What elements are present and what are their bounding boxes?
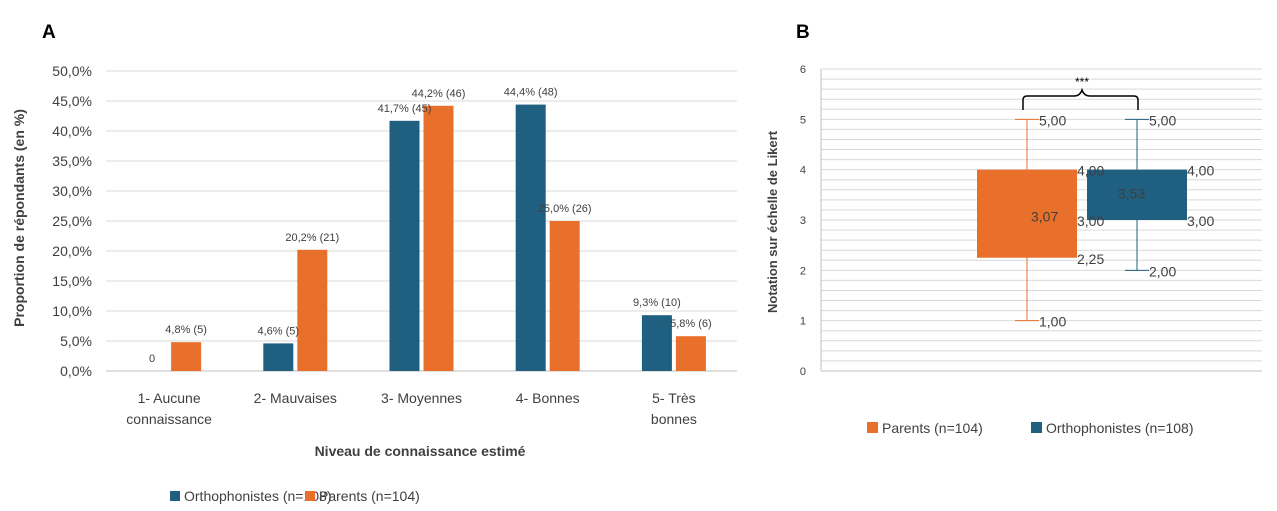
y-tick-label: 1 (800, 316, 806, 328)
x-tick-label: bonnes (651, 411, 697, 427)
legend-a: Orthophonistes (n=108)Parents (n=104) (170, 488, 420, 504)
x-tick-label: 4- Bonnes (516, 390, 580, 406)
data-label: 25,0% (26) (538, 203, 592, 215)
y-tick-label: 10,0% (52, 303, 92, 319)
significance-stars: *** (1075, 75, 1089, 89)
bar-parents (549, 221, 580, 371)
value-label: 4,00 (1077, 163, 1104, 179)
data-label: 41,7% (45) (378, 103, 432, 115)
bar-parents (171, 342, 202, 371)
value-label: 2,00 (1149, 263, 1176, 279)
panel-a-label: A (42, 22, 56, 43)
y-tick-label: 45,0% (52, 93, 92, 109)
legend-swatch-parents (867, 422, 878, 433)
legend-label: Parents (n=104) (882, 420, 983, 436)
box-orthophonistes (1087, 169, 1187, 220)
bar-orthophonistes (641, 315, 672, 371)
legend-label: Orthophonistes (n=108) (1046, 420, 1193, 436)
bar-orthophonistes (263, 343, 294, 371)
y-tick-label: 30,0% (52, 183, 92, 199)
legend-swatch-orthophonistes (1031, 422, 1042, 433)
y-tick-label: 0 (800, 366, 806, 378)
data-label: 4,8% (5) (165, 324, 207, 336)
boxes: 5,00 4,00 3,07 3,00 2,25 1,00 5,00 4,00 3,53 3,00… (977, 112, 1214, 330)
data-label: 44,4% (48) (504, 87, 558, 99)
y-gridlines (820, 68, 1262, 372)
x-tick-labels: 1- Aucune connaissance 2- Mauvaises 3- Moye… (126, 390, 697, 427)
bar-parents (297, 249, 328, 371)
data-label: 20,2% (21) (285, 232, 339, 244)
data-label: 5,8% (6) (670, 318, 712, 330)
y-axis-label: Proportion de répondants (en %) (11, 109, 27, 327)
value-label: 4,00 (1187, 163, 1214, 179)
value-label: 1,00 (1039, 314, 1066, 330)
value-label: 5,00 (1039, 112, 1066, 128)
bar-parents (423, 105, 454, 372)
legend-swatch-parents (305, 491, 315, 501)
box-parents (977, 169, 1077, 258)
y-tick-label: 5,0% (60, 333, 92, 349)
y-tick-label: 25,0% (52, 213, 92, 229)
value-label: 5,00 (1149, 112, 1176, 128)
y-tick-label: 6 (800, 64, 806, 76)
x-tick-label: 1- Aucune (138, 390, 201, 406)
legend-swatch-orthophonistes (170, 491, 180, 501)
x-tick-label: 2- Mauvaises (254, 390, 337, 406)
y-tick-label: 5 (800, 114, 806, 126)
y-tick-label: 35,0% (52, 153, 92, 169)
legend-label: Orthophonistes (n=108) (184, 488, 331, 504)
value-label: 3,00 (1077, 213, 1104, 229)
panel-b-label: B (796, 22, 810, 43)
y-tick-label: 4 (800, 165, 806, 177)
data-labels: 0 4,8% (5) 4,6% (5) 20,2% (21) 41,7% (45) 44,… (149, 87, 712, 365)
x-tick-label: connaissance (126, 411, 212, 427)
y-tick-label: 3 (800, 215, 806, 227)
data-label: 4,6% (5) (258, 325, 300, 337)
y-axis-label: Notation sur échelle de Likert (765, 130, 780, 313)
y-gridlines (106, 70, 737, 372)
x-axis-label: Niveau de connaissance estimé (315, 443, 526, 459)
bracket (1022, 87, 1139, 110)
bar-orthophonistes (515, 104, 546, 371)
bar-chart-a: 0,0% 5,0% 10,0% 15,0% 20,0% 25,0% 30,0% 35,0% 40… (11, 63, 737, 504)
legend-label: Parents (n=104) (319, 488, 420, 504)
y-tick-label: 50,0% (52, 63, 92, 79)
y-tick-label: 20,0% (52, 243, 92, 259)
significance-bracket: *** (1022, 75, 1139, 110)
value-label: 2,25 (1077, 251, 1104, 267)
box-plot-b: 0 1 2 3 4 5 6 5,00 4,00 3,07 3,00 2,25 1,00 5,00 4,00… (765, 64, 1262, 436)
data-label: 44,2% (46) (412, 88, 466, 100)
y-tick-labels: 0,0% 5,0% 10,0% 15,0% 20,0% 25,0% 30,0% 35,0% 40… (52, 63, 92, 379)
value-label: 3,53 (1118, 185, 1145, 201)
legend-b: Parents (n=104) Orthophonistes (n=108) (867, 420, 1193, 436)
bars (171, 104, 706, 372)
y-tick-label: 40,0% (52, 123, 92, 139)
y-tick-label: 0,0% (60, 363, 92, 379)
bar-orthophonistes (389, 120, 420, 371)
data-label: 9,3% (10) (633, 297, 681, 309)
value-label: 3,07 (1031, 208, 1058, 224)
bar-parents (675, 336, 706, 371)
data-label: 0 (149, 353, 155, 365)
y-tick-labels: 0 1 2 3 4 5 6 (800, 64, 806, 378)
value-label: 3,00 (1187, 213, 1214, 229)
x-tick-label: 5- Très (652, 390, 696, 406)
x-tick-label: 3- Moyennes (381, 390, 462, 406)
y-tick-label: 15,0% (52, 273, 92, 289)
y-tick-label: 2 (800, 265, 806, 277)
